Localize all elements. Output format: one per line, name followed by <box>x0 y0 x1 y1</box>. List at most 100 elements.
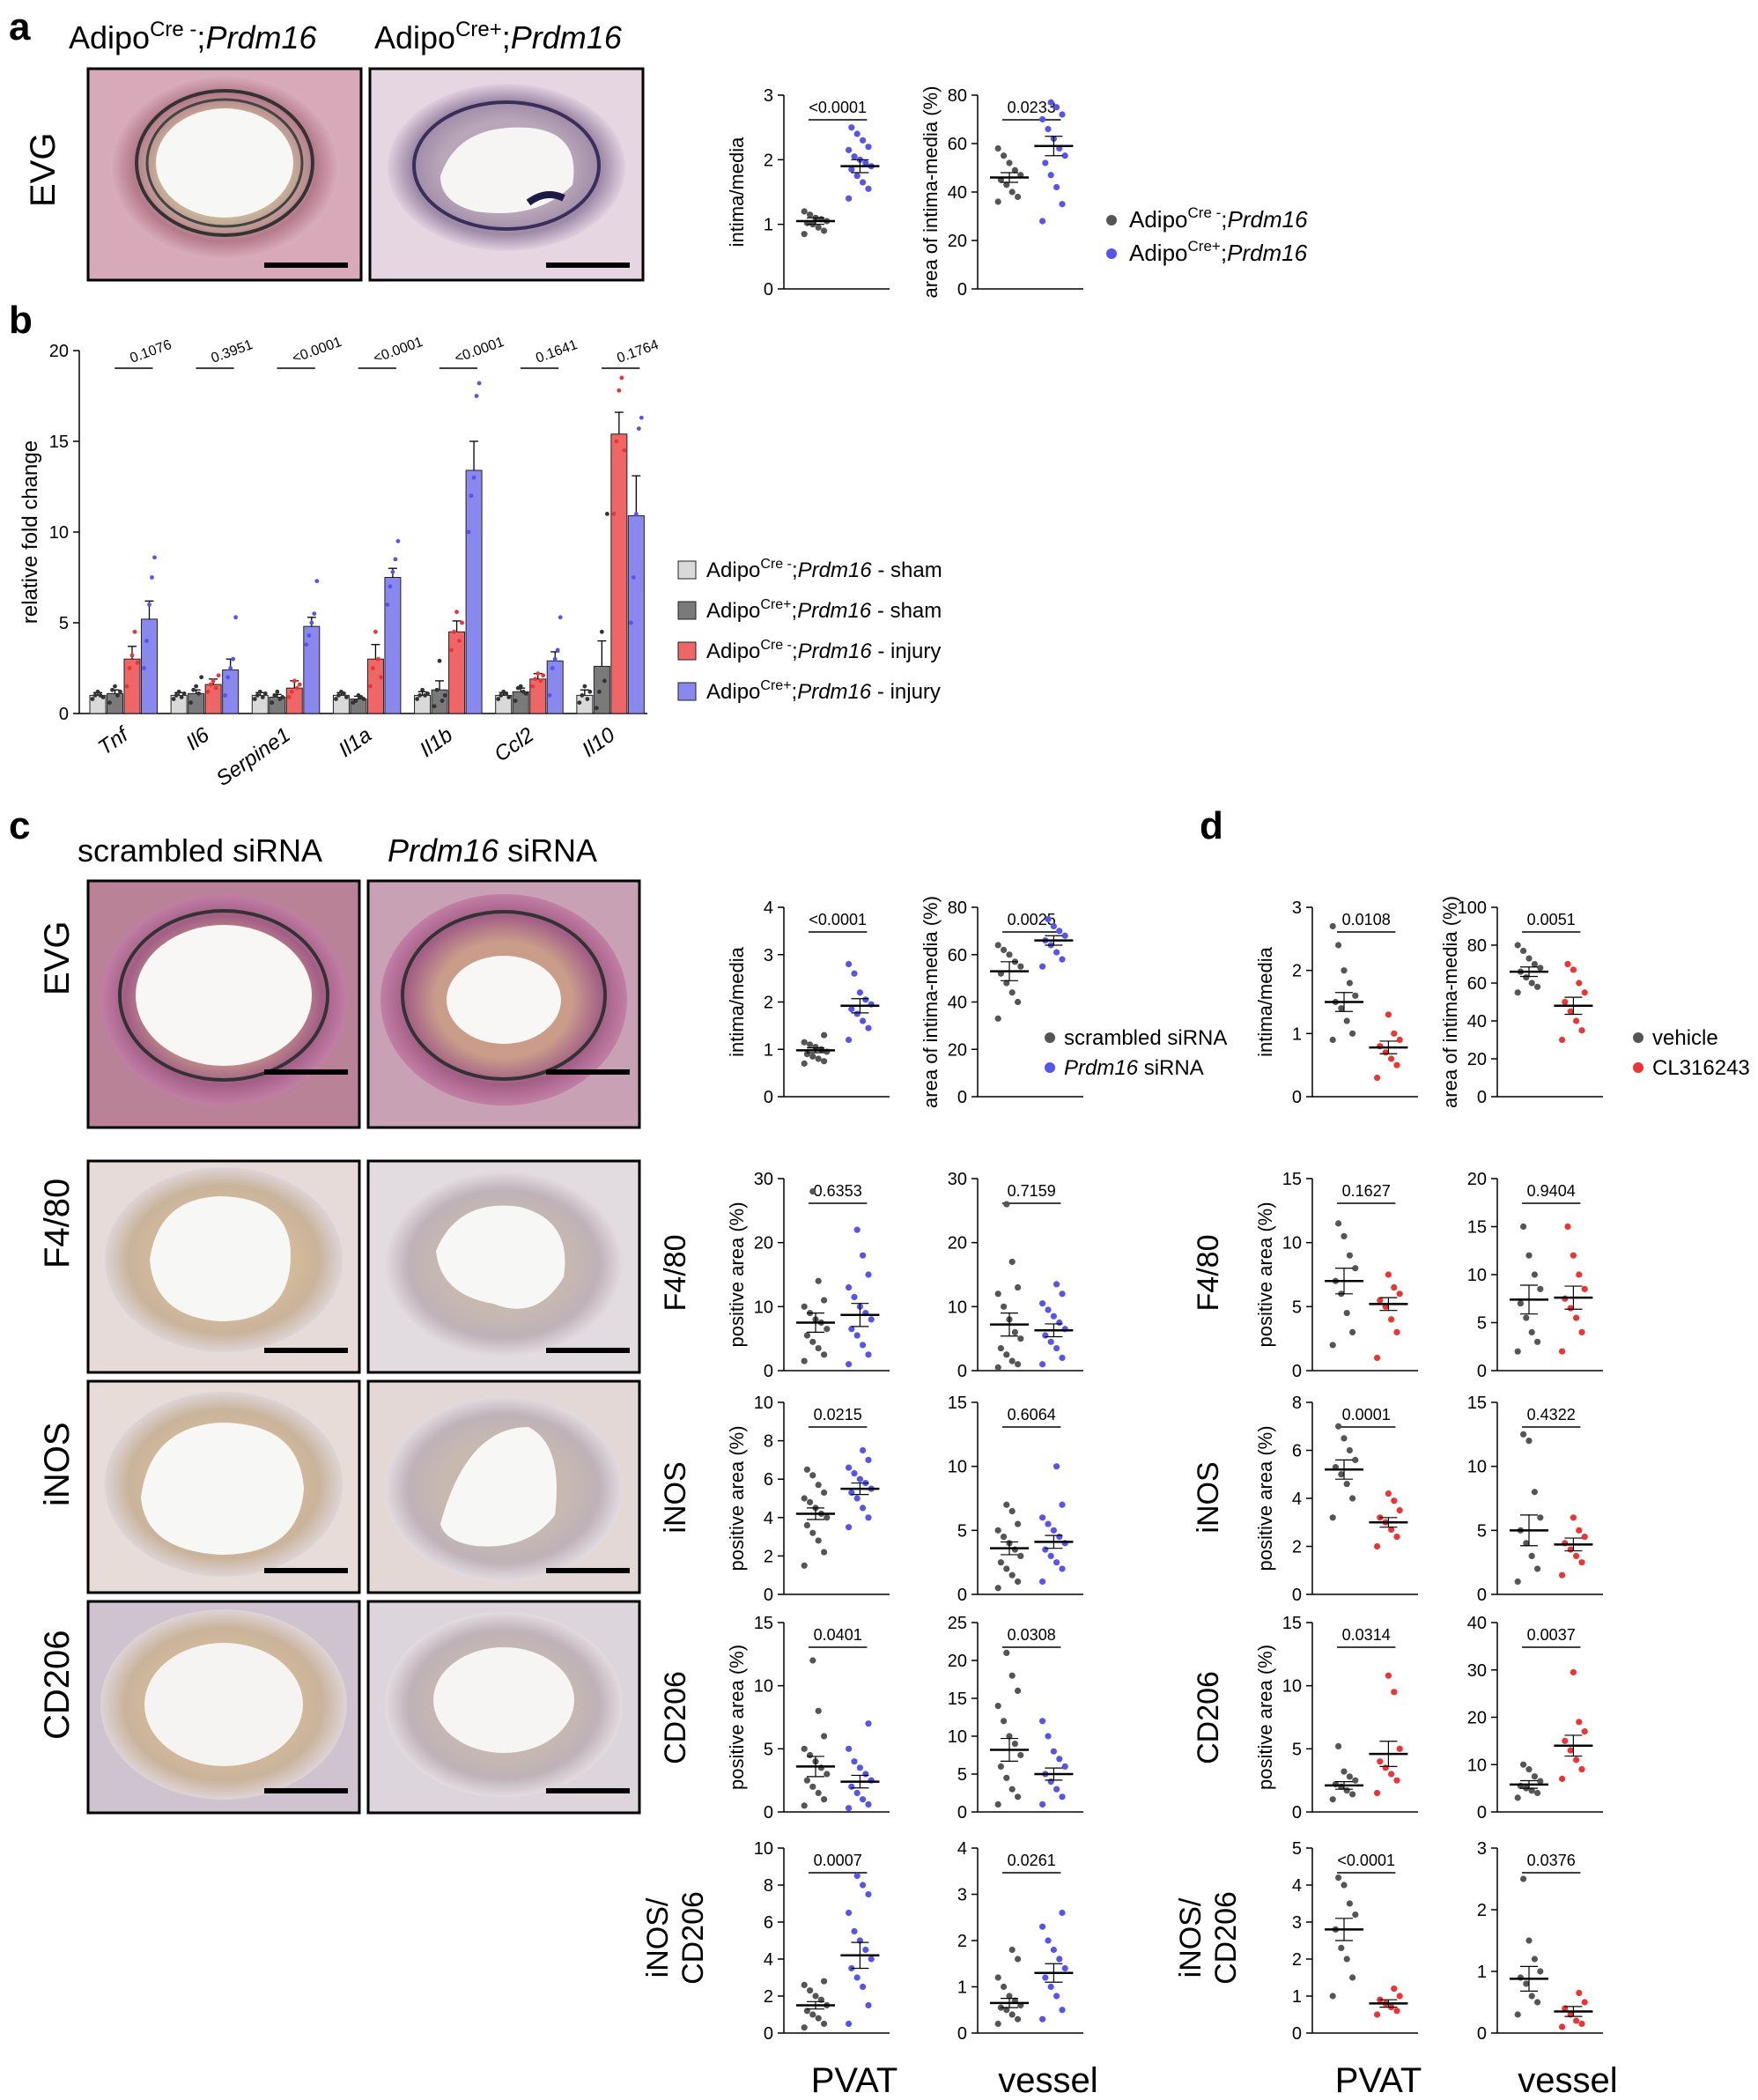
category-label: Ccl2 <box>490 723 538 767</box>
data-point <box>815 1482 822 1489</box>
data-point <box>255 693 260 698</box>
data-point <box>1039 1300 1046 1307</box>
data-point <box>815 1055 822 1062</box>
data-point <box>846 1909 853 1917</box>
data-point <box>390 569 395 574</box>
y-tick-label: 80 <box>948 898 967 918</box>
data-point <box>1349 1328 1356 1335</box>
data-point <box>1059 111 1066 118</box>
data-point <box>1578 1027 1585 1034</box>
data-point <box>440 699 445 703</box>
data-point <box>1393 2008 1400 2015</box>
bar <box>448 631 466 714</box>
y-tick-label: 4 <box>764 1950 773 1970</box>
data-point <box>1567 1305 1574 1312</box>
y-tick-label: 0 <box>1292 1088 1302 1107</box>
data-point <box>336 693 341 698</box>
data-point <box>846 1745 853 1752</box>
chart-c_evg_pvat: 0 1 2 3 4 intima/media <0.0001 <box>726 898 890 1107</box>
data-point <box>1349 1974 1356 1981</box>
panel-b-letter: b <box>9 299 33 342</box>
data-point <box>815 1277 822 1284</box>
data-point <box>994 144 1001 152</box>
data-point <box>809 1783 816 1790</box>
data-point <box>194 684 199 689</box>
category-label: Il10 <box>578 722 620 762</box>
data-point <box>846 1283 853 1291</box>
data-point <box>1003 1351 1010 1358</box>
data-point <box>1349 1030 1356 1037</box>
data-point <box>90 697 95 701</box>
data-point <box>1059 1290 1066 1298</box>
data-point <box>312 611 317 617</box>
data-point <box>1343 1787 1350 1794</box>
data-point <box>1008 1672 1016 1679</box>
legend-entry: AdipoCre -;Prdm16 <box>1129 204 1308 233</box>
data-point <box>523 691 528 696</box>
data-point <box>801 1303 808 1310</box>
data-point <box>262 691 268 696</box>
data-point <box>1528 1552 1535 1559</box>
data-point <box>853 1332 861 1339</box>
data-point <box>1045 1937 1052 1944</box>
p-value: 0.1641 <box>534 337 580 366</box>
data-point <box>174 693 179 698</box>
data-point <box>530 684 536 689</box>
data-point <box>801 1357 808 1364</box>
legend-marker <box>1633 1032 1644 1043</box>
data-point <box>270 700 275 706</box>
data-point <box>853 1010 861 1017</box>
chart-c_ratio_pvat: 0 2 4 6 8 10 iNOS/CD206 0.0007 <box>641 1839 890 2044</box>
data-point <box>1537 965 1544 972</box>
y-tick-label: 2 <box>1292 962 1302 981</box>
data-point <box>425 691 430 696</box>
data-point <box>1520 1223 1527 1231</box>
data-point <box>860 1342 867 1349</box>
data-point <box>1001 152 1008 159</box>
data-point <box>132 629 137 634</box>
y-tick-label: 8 <box>1292 1394 1302 1413</box>
y-axis-label: positive area (%) <box>726 1202 748 1347</box>
row-label: iNOS/CD206 <box>641 1891 710 1985</box>
data-point <box>1352 1265 1359 1272</box>
y-tick-label: 30 <box>948 1170 967 1189</box>
data-point <box>1528 1993 1535 2000</box>
data-point <box>1045 125 1052 133</box>
data-point <box>851 1293 858 1301</box>
y-tick-label: 0 <box>1477 1362 1487 1381</box>
data-point <box>371 666 375 670</box>
y-tick-label: 60 <box>948 135 967 154</box>
data-point <box>865 1271 872 1278</box>
data-point <box>1393 1061 1400 1068</box>
y-tick-label: 10 <box>754 1839 773 1859</box>
p-value: <0.0001 <box>291 335 344 366</box>
data-point <box>853 130 861 137</box>
data-point <box>124 684 129 689</box>
data-point <box>1567 1747 1574 1754</box>
data-point <box>460 620 464 625</box>
data-point <box>1576 1271 1583 1278</box>
data-point <box>231 656 236 662</box>
data-point <box>809 1338 816 1345</box>
data-point <box>865 144 872 151</box>
data-point <box>596 689 602 694</box>
data-point <box>379 675 383 680</box>
data-point <box>862 159 869 166</box>
data-point <box>1346 1900 1353 1907</box>
data-point <box>225 675 231 680</box>
bar <box>222 669 240 714</box>
data-point <box>865 1890 872 1898</box>
data-point <box>1045 1306 1052 1313</box>
data-point <box>1053 1281 1060 1288</box>
y-tick-label: 2 <box>1477 1901 1487 1920</box>
data-point <box>1562 1737 1569 1744</box>
data-point <box>803 1521 811 1529</box>
data-point <box>1341 1768 1348 1775</box>
panel-c-xlabel-pvat: PVAT <box>811 2061 898 2100</box>
data-point <box>309 620 314 625</box>
y-tick-label: 2 <box>764 1547 773 1566</box>
data-point <box>1061 1964 1068 1972</box>
data-point <box>1581 1534 1588 1541</box>
data-point <box>289 689 294 694</box>
p-value: 0.6353 <box>814 1182 862 1200</box>
